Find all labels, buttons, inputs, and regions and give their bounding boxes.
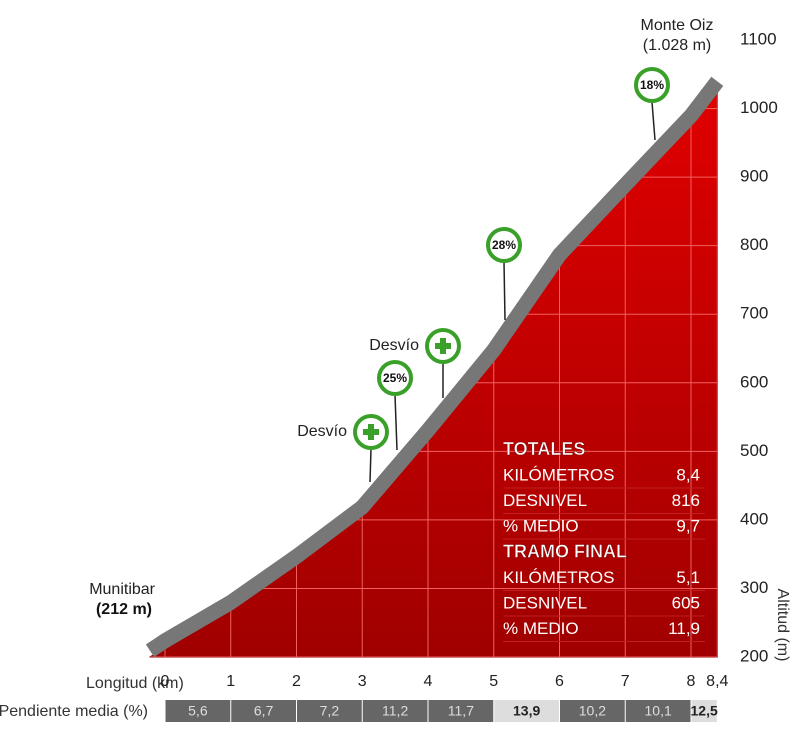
stats-key: KILÓMETROS (503, 465, 614, 484)
gradient-segment (625, 700, 691, 722)
stats-value: 816 (672, 491, 700, 510)
x-tick-label: 8 (687, 673, 696, 690)
badge-text: 25% (383, 371, 407, 385)
stats-key: % MEDIO (503, 516, 579, 535)
gradient-value: 10,2 (579, 703, 606, 719)
y-tick-label: 700 (740, 304, 768, 323)
gradient-segment (297, 700, 362, 722)
y-tick-label: 300 (740, 578, 768, 597)
road-band (145, 76, 724, 658)
pointer (651, 101, 656, 141)
stats-value: 9,7 (676, 516, 700, 535)
stats-key: DESNIVEL (503, 593, 587, 612)
gradient-value: 7,2 (320, 703, 340, 719)
plus (435, 338, 451, 354)
start-name: Munitibar (89, 581, 155, 598)
gradient-segment (165, 700, 231, 722)
y-tick-label: 1100 (740, 29, 777, 48)
detour-label: Desvío (369, 337, 419, 354)
badge-text: 28% (492, 238, 516, 252)
gradient-label: Pendiente media (%) (0, 703, 148, 720)
gradient-value: 5,6 (188, 703, 208, 719)
x-tick-label: 7 (621, 673, 630, 690)
gradient-segment (362, 700, 428, 722)
pointer (503, 261, 506, 321)
stats-value: 11,9 (668, 619, 700, 638)
gradient-value: 11,7 (448, 703, 474, 719)
x-axis-label: Longitud (km) (86, 675, 184, 692)
x-tick-label: 6 (555, 673, 564, 690)
start-alt: (212 m) (96, 601, 152, 618)
y-tick-label: 900 (740, 167, 768, 186)
end-alt: (1.028 m) (643, 37, 711, 54)
pointer (369, 448, 372, 483)
y-axis-label: Altitud (m) (774, 589, 791, 662)
plus (363, 424, 379, 440)
stats-key: DESNIVEL (503, 491, 587, 510)
stats-title: TOTALES (503, 439, 585, 459)
stats-value: 8,4 (676, 465, 700, 484)
x-tick-label: 4 (424, 673, 433, 690)
y-tick-label: 600 (740, 372, 768, 391)
badge (634, 67, 670, 103)
x-tick-label: 5 (489, 673, 498, 690)
gradient-segment (494, 700, 559, 722)
gradient-segment (560, 700, 625, 722)
gradient-segment (428, 700, 494, 722)
y-tick-label: 500 (740, 441, 768, 460)
y-tick-label: 200 (740, 646, 768, 665)
x-tick-label: 1 (226, 673, 235, 690)
detour-label: Desvío (297, 423, 347, 440)
y-tick-label: 1000 (740, 98, 778, 117)
stats-value: 605 (672, 593, 700, 612)
badge (486, 227, 522, 263)
gradient-segment (231, 700, 296, 722)
end-name: Monte Oiz (641, 17, 714, 34)
badge (377, 360, 413, 396)
stats-title: TRAMO FINAL (503, 541, 627, 561)
gradient-segment (691, 700, 717, 722)
gradient-value: 11,2 (382, 703, 408, 719)
y-tick-label: 400 (740, 509, 768, 528)
x-tick-label: 3 (358, 673, 367, 690)
gradient-value: 10,1 (645, 703, 672, 719)
gradient-value: 12,5 (691, 703, 718, 719)
x-tick-label: 2 (292, 673, 301, 690)
gradient-value: 6,7 (254, 703, 274, 719)
stats-key: KILÓMETROS (503, 568, 614, 587)
gradient-value: 13,9 (513, 703, 540, 719)
x-tick-label: 0 (161, 673, 170, 690)
stats-value: 5,1 (676, 568, 700, 587)
x-tick-label: 8,4 (706, 673, 728, 690)
y-tick-label: 800 (740, 235, 768, 254)
pointer (394, 394, 398, 451)
stats-key: % MEDIO (503, 619, 579, 638)
badge-text: 18% (640, 78, 664, 92)
